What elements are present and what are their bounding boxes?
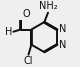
Text: Cl: Cl <box>24 56 33 66</box>
Text: N: N <box>59 40 67 50</box>
Text: N: N <box>59 24 67 34</box>
Text: O: O <box>22 10 30 19</box>
Text: H: H <box>5 27 12 37</box>
Text: NH₂: NH₂ <box>39 1 57 11</box>
